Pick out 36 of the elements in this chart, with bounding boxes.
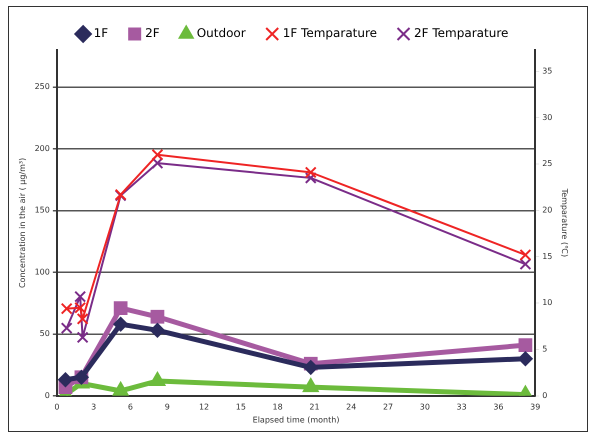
y-tick-label: 150 (34, 206, 50, 215)
x-tick-label: 30 (420, 402, 430, 412)
x-tick-label: 18 (272, 402, 283, 412)
y2-tick-label: 5 (542, 344, 548, 354)
legend-label: 2F (145, 26, 160, 40)
x-tick-label: 0 (54, 402, 60, 412)
y2-tick-label: 30 (542, 112, 552, 122)
y-tick-label: 250 (34, 82, 50, 92)
y2-axis-title: Temparature (℃) (560, 188, 570, 258)
y-tick-label: 200 (34, 144, 50, 153)
legend-label: 2F Temparature (414, 26, 508, 40)
x-tick-label: 15 (236, 402, 246, 412)
x-tick-label: 9 (164, 402, 170, 412)
x-tick-label: 24 (346, 402, 356, 412)
y-axis-title: Concentration in the air ( μg/m³) (18, 158, 27, 288)
x-axis-title: Elapsed time (month) (252, 415, 340, 424)
legend-label: 1F (94, 26, 108, 40)
x-tick-label: 36 (493, 402, 504, 412)
y2-tick-label: 0 (542, 390, 548, 400)
y2-tick-label: 25 (542, 159, 552, 168)
x-tick-label: 12 (198, 402, 210, 412)
x-tick-label: 6 (128, 402, 134, 412)
y-tick-label: 0 (44, 390, 50, 400)
x-tick-label: 21 (309, 402, 320, 412)
legend-label: Outdoor (196, 26, 246, 40)
y2-tick-label: 20 (542, 205, 552, 214)
y-tick-label: 50 (40, 329, 50, 338)
x-tick-label: 39 (530, 402, 540, 412)
x-tick-label: 33 (456, 402, 467, 412)
x-tick-label: 27 (382, 402, 394, 412)
x-tick-label: 3 (91, 402, 96, 412)
y-tick-label: 100 (34, 267, 50, 276)
y2-tick-label: 15 (542, 252, 552, 261)
legend-label: 1F Temparature (282, 26, 378, 40)
y2-tick-label: 10 (542, 298, 552, 308)
y2-tick-label: 35 (542, 66, 552, 76)
